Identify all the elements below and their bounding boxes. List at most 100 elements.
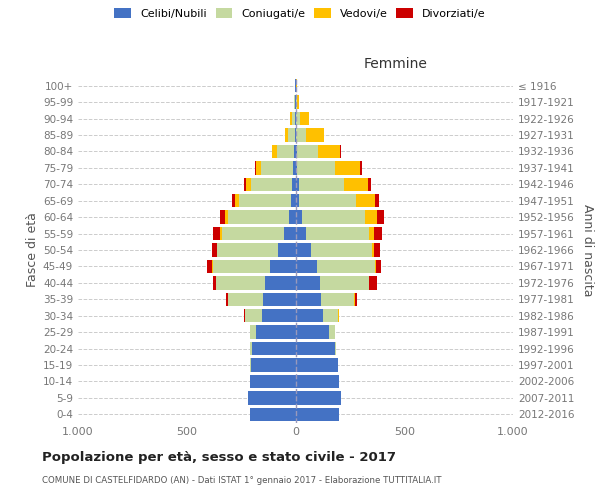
Bar [370, 276, 377, 289]
Bar [375, 194, 379, 207]
Bar [296, 326, 329, 339]
Bar [288, 128, 295, 141]
Bar [293, 161, 296, 174]
Bar [289, 210, 296, 224]
Text: COMUNE DI CASTELFIDARDO (AN) - Dati ISTAT 1° gennaio 2017 - Elaborazione TUTTITA: COMUNE DI CASTELFIDARDO (AN) - Dati ISTA… [42, 476, 442, 485]
Bar [323, 309, 338, 322]
Bar [235, 194, 239, 207]
Bar [261, 161, 293, 174]
Bar [374, 244, 380, 256]
Bar [277, 144, 294, 158]
Bar [216, 276, 265, 289]
Bar [296, 408, 339, 421]
Bar [335, 161, 361, 174]
Bar [299, 194, 356, 207]
Bar [317, 260, 375, 273]
Bar [250, 358, 251, 372]
Bar [369, 227, 374, 240]
Bar [265, 276, 296, 289]
Bar [299, 178, 344, 191]
Bar [284, 227, 296, 240]
Bar [371, 244, 374, 256]
Bar [262, 309, 296, 322]
Bar [221, 227, 284, 240]
Bar [217, 244, 278, 256]
Bar [220, 210, 226, 224]
Bar [338, 309, 339, 322]
Bar [296, 309, 323, 322]
Bar [296, 260, 317, 273]
Bar [335, 342, 337, 355]
Bar [296, 112, 300, 126]
Bar [376, 260, 382, 273]
Bar [294, 144, 296, 158]
Bar [296, 227, 306, 240]
Bar [285, 128, 288, 141]
Bar [302, 210, 365, 224]
Bar [290, 112, 292, 126]
Bar [296, 244, 311, 256]
Bar [297, 144, 318, 158]
Bar [296, 391, 341, 404]
Bar [320, 276, 369, 289]
Bar [296, 194, 299, 207]
Bar [256, 326, 296, 339]
Bar [251, 358, 296, 372]
Bar [306, 227, 369, 240]
Bar [245, 309, 262, 322]
Bar [295, 128, 296, 141]
Text: Popolazione per età, sesso e stato civile - 2017: Popolazione per età, sesso e stato civil… [42, 451, 396, 464]
Bar [296, 276, 320, 289]
Bar [361, 161, 362, 174]
Bar [213, 227, 220, 240]
Bar [226, 210, 228, 224]
Bar [252, 342, 296, 355]
Bar [212, 276, 216, 289]
Bar [244, 309, 245, 322]
Bar [292, 112, 295, 126]
Bar [296, 161, 297, 174]
Bar [369, 276, 370, 289]
Bar [213, 260, 271, 273]
Bar [296, 128, 306, 141]
Bar [377, 210, 383, 224]
Bar [271, 260, 296, 273]
Bar [292, 178, 296, 191]
Bar [311, 244, 371, 256]
Bar [296, 374, 339, 388]
Bar [212, 244, 217, 256]
Bar [255, 161, 256, 174]
Bar [291, 194, 296, 207]
Bar [250, 326, 256, 339]
Bar [296, 178, 299, 191]
Bar [220, 227, 221, 240]
Bar [296, 96, 299, 109]
Bar [306, 128, 323, 141]
Bar [228, 210, 289, 224]
Legend: Celibi/Nubili, Coniugati/e, Vedovi/e, Divorziati/e: Celibi/Nubili, Coniugati/e, Vedovi/e, Di… [115, 8, 485, 19]
Bar [296, 79, 297, 92]
Bar [375, 260, 376, 273]
Bar [296, 210, 302, 224]
Bar [248, 391, 296, 404]
Bar [356, 194, 375, 207]
Bar [228, 292, 263, 306]
Bar [251, 178, 292, 191]
Bar [250, 408, 296, 421]
Bar [239, 194, 291, 207]
Y-axis label: Fasce di età: Fasce di età [26, 212, 39, 288]
Bar [250, 342, 252, 355]
Bar [329, 326, 335, 339]
Bar [296, 342, 335, 355]
Bar [226, 292, 228, 306]
Bar [296, 292, 320, 306]
Bar [247, 178, 251, 191]
Bar [365, 210, 377, 224]
Bar [374, 227, 382, 240]
Text: Femmine: Femmine [364, 56, 427, 70]
Bar [263, 292, 296, 306]
Bar [300, 112, 308, 126]
Bar [256, 161, 261, 174]
Bar [344, 178, 368, 191]
Bar [244, 178, 247, 191]
